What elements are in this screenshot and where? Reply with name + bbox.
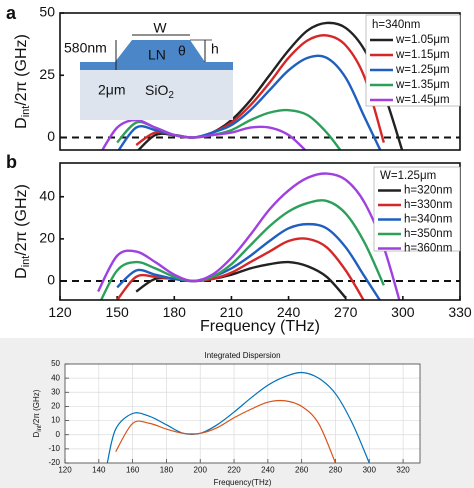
legend-label: h=350nm (404, 228, 452, 240)
x-tick-label: 220 (227, 466, 241, 475)
x-tick-label: 210 (220, 304, 244, 320)
inset-cladding-sub: 2 (168, 90, 174, 101)
inset-cladding-text: SiO (145, 82, 168, 98)
legend-label: w=1.05μm (395, 34, 450, 46)
x-tick-label: 160 (126, 466, 140, 475)
y-tick-label: 40 (39, 187, 55, 203)
series-line (101, 118, 307, 150)
legend-label: w=1.45μm (395, 94, 450, 106)
inset-core: LN (148, 47, 166, 63)
legend-label: w=1.25μm (395, 64, 450, 76)
y-axis-label-main: D (13, 267, 30, 279)
y-axis-label-sub: int (20, 106, 32, 118)
y-axis-label-sub: int (37, 425, 43, 432)
x-tick-label: 240 (277, 304, 301, 320)
inset-angle: θ (178, 43, 186, 59)
series-line (116, 222, 382, 300)
series-group (101, 21, 404, 150)
panel-label: b (6, 152, 17, 172)
y-tick-label: 20 (51, 402, 60, 411)
inset-height: h (211, 41, 219, 57)
y-axis-label-main: D (32, 431, 41, 437)
substrate (80, 62, 233, 120)
x-tick-label: 120 (58, 466, 72, 475)
legend-label: h=340nm (404, 214, 452, 226)
series-line (106, 371, 370, 463)
y-tick-label: 10 (51, 416, 60, 425)
y-tick-label: 20 (39, 230, 55, 246)
legend-label: w=1.35μm (395, 79, 450, 91)
series-group (97, 172, 401, 300)
y-tick-label: 50 (51, 359, 60, 368)
y-tick-label: 0 (47, 272, 55, 288)
legend-title: h=340nm (372, 19, 420, 31)
x-tick-label: 300 (391, 304, 415, 320)
y-tick-label: 0 (56, 430, 61, 439)
y-tick-label: 40 (51, 373, 60, 382)
inset-cladding: SiO2 (145, 82, 174, 101)
panel-label: a (6, 3, 17, 23)
x-tick-label: 120 (48, 304, 72, 320)
inset-thickness: 580nm (64, 40, 107, 56)
x-tick-label: 280 (329, 466, 343, 475)
y-axis-label-main: D (13, 117, 30, 129)
y-tick-label: 50 (39, 4, 55, 20)
legend-title: W=1.25μm (380, 170, 436, 182)
x-axis-label: Frequency(THz) (214, 478, 272, 487)
series-line (99, 199, 385, 300)
x-tick-label: 320 (396, 466, 410, 475)
chart-title: Integrated Dispersion (204, 351, 280, 360)
series-line (116, 237, 365, 300)
series-group (106, 371, 370, 463)
y-axis-label-rest: /2π (GHz) (13, 184, 30, 255)
y-axis-label-sub: int (20, 256, 32, 268)
x-tick-label: 330 (448, 304, 472, 320)
y-tick-label: -20 (48, 458, 60, 467)
waveguide-inset: W 580nm LN θ h 2μm SiO2 (64, 20, 233, 120)
y-axis-label: Dint/2π (GHz) (13, 34, 32, 129)
inset-cladding-thickness: 2μm (98, 82, 126, 98)
series-line (97, 172, 401, 300)
legend-label: h=360nm (404, 243, 452, 255)
ln-ridge (115, 40, 205, 62)
y-tick-label: 0 (47, 128, 55, 144)
x-tick-label: 270 (334, 304, 358, 320)
y-tick-label: -10 (48, 444, 60, 453)
legend-label: h=330nm (404, 199, 452, 211)
ln-slab (80, 62, 233, 70)
legend-box (365, 14, 461, 107)
x-tick-label: 240 (261, 466, 275, 475)
x-tick-label: 200 (194, 466, 208, 475)
x-tick-label: 260 (295, 466, 309, 475)
x-axis-label: Frequency (THz) (200, 318, 320, 335)
inset-width: W (153, 20, 167, 36)
y-axis-label: Dint/2π (GHz) (13, 184, 32, 279)
x-tick-label: 180 (163, 304, 187, 320)
x-tick-label: 150 (105, 304, 129, 320)
y-axis-label-rest: /2π (GHz) (32, 389, 41, 425)
x-tick-label: 180 (160, 466, 174, 475)
legend-label: w=1.15μm (395, 49, 450, 61)
x-tick-label: 140 (92, 466, 106, 475)
plot-frame (64, 363, 421, 464)
y-tick-label: 30 (51, 387, 60, 396)
series-line (115, 399, 337, 463)
y-axis-label: Dint/2π (GHz) (32, 389, 42, 437)
legend-label: h=320nm (404, 185, 452, 197)
series-line (117, 54, 382, 150)
y-tick-label: 25 (39, 66, 55, 82)
legend-box (373, 166, 461, 252)
y-axis-label-rest: /2π (GHz) (13, 34, 30, 105)
x-tick-label: 300 (363, 466, 377, 475)
